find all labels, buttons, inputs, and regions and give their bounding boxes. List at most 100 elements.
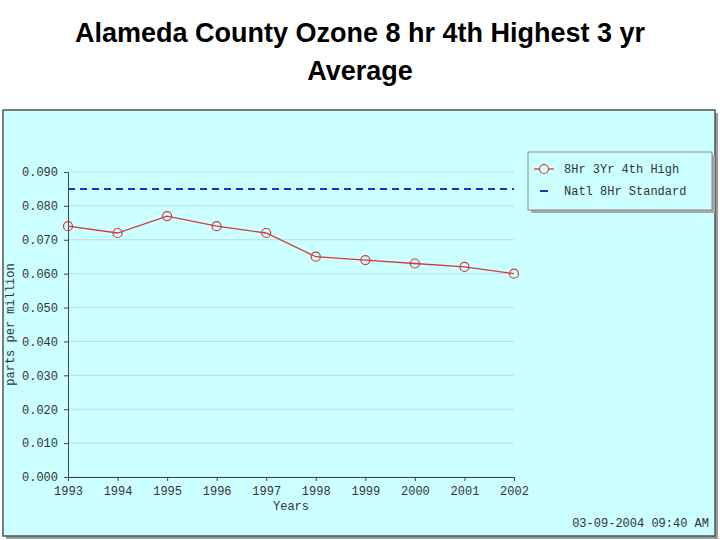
y-tick-label: 0.090	[22, 166, 58, 180]
title-line: Alameda County Ozone 8 hr 4th Highest 3 …	[75, 18, 646, 48]
series-marker	[262, 229, 271, 238]
series-marker	[410, 259, 419, 268]
x-tick: 1994	[104, 477, 133, 499]
x-axis-title: Years	[273, 500, 309, 514]
axis-line	[64, 173, 69, 478]
y-tick-mark	[64, 443, 68, 444]
series-marker	[510, 269, 519, 278]
grid-line	[68, 443, 514, 444]
y-tick: 0.010	[22, 437, 68, 451]
legend-label: 8Hr 3Yr 4th High	[564, 163, 679, 177]
x-tick-label: 2001	[451, 485, 480, 499]
x-tick-mark	[514, 477, 515, 481]
x-tick-mark	[217, 477, 218, 481]
legend-box	[528, 152, 712, 210]
y-axis: 0.000 0.010 0.020 0.030 0.040 0.050 0.060 0.070…	[22, 166, 69, 485]
series-marker	[163, 212, 172, 221]
x-tick-mark	[266, 477, 267, 481]
y-tick-label: 0.010	[22, 437, 58, 451]
series-line	[68, 216, 514, 274]
y-tick-mark	[64, 409, 68, 410]
y-tick-mark	[64, 274, 68, 275]
y-tick: 0.030	[22, 370, 68, 384]
grid-line	[68, 172, 514, 173]
title-line: Average	[307, 56, 413, 86]
x-tick-label: 2002	[500, 485, 529, 499]
y-tick-label: 0.070	[22, 234, 58, 248]
x-tick: 2000	[401, 477, 430, 499]
y-tick: 0.000	[22, 471, 68, 485]
series-marker	[113, 229, 122, 238]
y-tick-label: 0.080	[22, 200, 58, 214]
y-tick-label: 0.040	[22, 336, 58, 350]
chart-root: Alameda County Ozone 8 hr 4th Highest 3 …	[0, 0, 720, 540]
x-tick-mark	[415, 477, 416, 481]
y-tick: 0.090	[22, 166, 68, 180]
x-tick-mark	[167, 477, 168, 481]
x-tick-mark	[464, 477, 465, 481]
grid-line	[68, 341, 514, 342]
grid-line	[68, 409, 514, 410]
y-axis-title: parts per million	[4, 263, 18, 385]
x-tick-mark	[68, 477, 69, 481]
x-axis: 1993 1994 1995 1996 1997 1998 1999 2000 2001 2002	[54, 477, 529, 499]
legend: 8Hr 3Yr 4th High Natl 8Hr Standard	[528, 152, 715, 213]
x-tick: 1996	[203, 477, 232, 499]
x-tick: 1997	[252, 477, 281, 499]
x-tick-mark	[365, 477, 366, 481]
grid	[68, 172, 514, 477]
x-tick-mark	[316, 477, 317, 481]
x-tick: 2001	[451, 477, 480, 499]
annotation: 03-09-2004 09:40 AM	[572, 517, 709, 531]
panel	[3, 110, 715, 536]
y-tick-mark	[64, 206, 68, 207]
grid-line	[68, 375, 514, 376]
y-tick-mark	[64, 308, 68, 309]
y-tick-label: 0.030	[22, 370, 58, 384]
x-tick-mark	[118, 477, 119, 481]
y-tick-mark	[64, 172, 68, 173]
axis-line	[69, 478, 515, 482]
x-tick-label: 1996	[203, 485, 232, 499]
y-tick-mark	[64, 240, 68, 241]
series-marker	[212, 222, 221, 231]
x-tick: 1993	[54, 477, 83, 499]
legend-swatch	[540, 190, 548, 192]
y-tick-label: 0.050	[22, 302, 58, 316]
y-tick: 0.020	[22, 404, 68, 418]
y-tick: 0.050	[22, 302, 68, 316]
grid-line	[68, 239, 514, 240]
x-tick: 1999	[351, 477, 380, 499]
grid-line	[68, 273, 514, 274]
legend-marker	[540, 165, 549, 174]
y-tick-mark	[64, 477, 68, 478]
x-tick-label: 1997	[252, 485, 281, 499]
legend-label: Natl 8Hr Standard	[564, 185, 686, 199]
y-tick: 0.070	[22, 234, 68, 248]
y-tick: 0.040	[22, 336, 68, 350]
y-tick-mark	[64, 341, 68, 342]
title: Alameda County Ozone 8 hr 4th Highest 3 …	[75, 18, 646, 86]
y-tick: 0.080	[22, 200, 68, 214]
x-tick: 1998	[302, 477, 331, 499]
series-marker	[460, 262, 469, 271]
y-tick-label: 0.020	[22, 404, 58, 418]
x-tick-label: 1994	[104, 485, 133, 499]
y-tick-label: 0.060	[22, 268, 58, 282]
x-tick-label: 1993	[54, 485, 83, 499]
series-marker	[311, 252, 320, 261]
y-tick: 0.060	[22, 268, 68, 282]
series-marker	[361, 256, 370, 265]
y-tick-mark	[64, 375, 68, 376]
grid-line	[68, 205, 514, 206]
series-line	[68, 188, 514, 190]
grid-line	[68, 307, 514, 308]
x-tick-label: 2000	[401, 485, 430, 499]
x-tick: 1995	[153, 477, 182, 499]
x-tick-label: 1999	[351, 485, 380, 499]
x-tick: 2002	[500, 477, 529, 499]
plot-marks	[64, 189, 519, 278]
x-tick-label: 1998	[302, 485, 331, 499]
series-marker	[64, 222, 73, 231]
x-tick-label: 1995	[153, 485, 182, 499]
